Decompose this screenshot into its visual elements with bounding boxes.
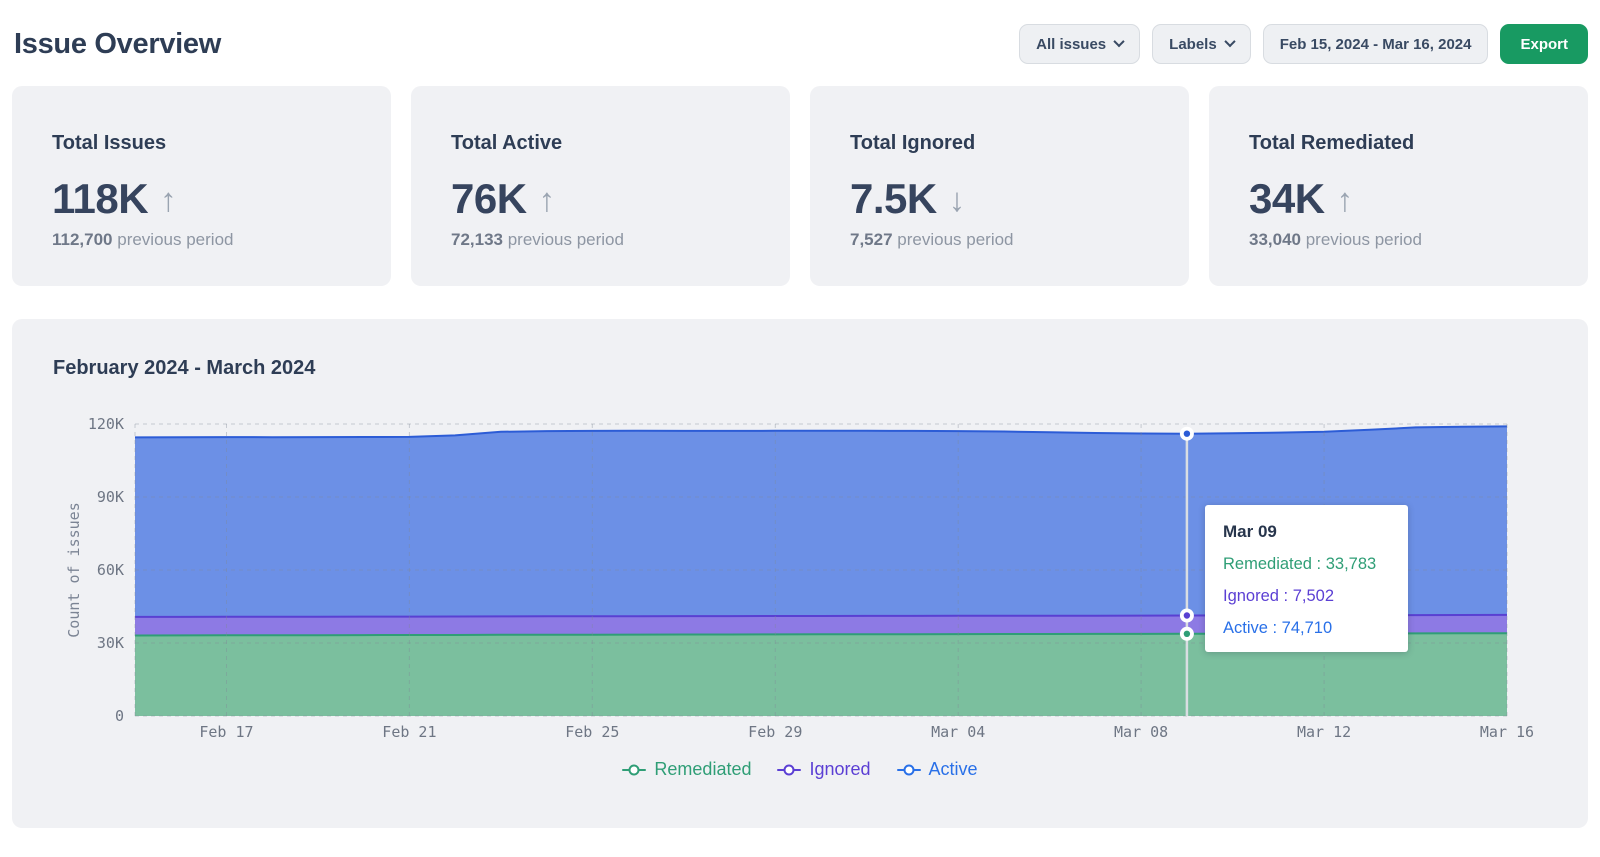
marker-dot-remediated xyxy=(1184,631,1190,637)
stat-value: 34K xyxy=(1249,175,1325,223)
x-tick: Feb 21 xyxy=(382,723,436,741)
trend-up-icon: ↑ xyxy=(160,183,177,216)
stat-value: 118K xyxy=(52,175,148,223)
export-button-label: Export xyxy=(1520,36,1568,53)
x-tick: Mar 16 xyxy=(1480,723,1534,741)
issue-overview-page: Issue Overview All issues Labels Feb 15,… xyxy=(0,0,1600,828)
stat-previous-suffix: previous period xyxy=(503,230,624,249)
chevron-down-icon xyxy=(1113,35,1124,46)
date-range-picker[interactable]: Feb 15, 2024 - Mar 16, 2024 xyxy=(1263,24,1489,64)
trend-up-icon: ↑ xyxy=(539,183,556,216)
tooltip-row-ignored: Ignored : 7,502 xyxy=(1223,587,1390,606)
page-title: Issue Overview xyxy=(12,28,221,61)
legend-item-active[interactable]: Active xyxy=(897,759,978,780)
legend-label: Ignored xyxy=(809,759,870,780)
y-axis-label: Count of issues xyxy=(65,502,83,637)
stat-previous-value: 112,700 xyxy=(52,230,113,249)
stat-card-total-active: Total Active 76K ↑ 72,133 previous perio… xyxy=(411,86,790,286)
chart-tooltip: Mar 09 Remediated : 33,783 Ignored : 7,5… xyxy=(1205,505,1408,652)
all-issues-dropdown[interactable]: All issues xyxy=(1019,24,1140,64)
chart-legend: Remediated Ignored Active xyxy=(12,759,1588,780)
x-tick: Mar 08 xyxy=(1114,723,1168,741)
legend-marker-icon xyxy=(622,769,646,771)
stat-card-total-issues: Total Issues 118K ↑ 112,700 previous per… xyxy=(12,86,391,286)
stat-card-total-ignored: Total Ignored 7.5K ↓ 7,527 previous peri… xyxy=(810,86,1189,286)
export-button[interactable]: Export xyxy=(1500,24,1588,64)
legend-label: Active xyxy=(929,759,978,780)
legend-marker-icon xyxy=(897,769,921,771)
stats-row: Total Issues 118K ↑ 112,700 previous per… xyxy=(12,86,1588,286)
stat-previous: 112,700 previous period xyxy=(52,230,351,250)
stat-title: Total Active xyxy=(451,132,750,155)
stat-previous-suffix: previous period xyxy=(113,230,234,249)
x-axis-ticks: Feb 17 Feb 21 Feb 25 Feb 29 Mar 04 Mar 08 Mar … xyxy=(135,723,1507,747)
legend-marker-icon xyxy=(777,769,801,771)
x-tick: Feb 17 xyxy=(199,723,253,741)
header-controls: All issues Labels Feb 15, 2024 - Mar 16,… xyxy=(1019,24,1588,64)
stat-title: Total Issues xyxy=(52,132,351,155)
x-tick: Mar 12 xyxy=(1297,723,1351,741)
stat-value: 7.5K xyxy=(850,175,937,223)
tooltip-date: Mar 09 xyxy=(1223,522,1390,542)
date-range-label: Feb 15, 2024 - Mar 16, 2024 xyxy=(1280,36,1472,53)
tooltip-row-active: Active : 74,710 xyxy=(1223,619,1390,638)
stat-value-row: 7.5K ↓ xyxy=(850,175,1149,223)
stat-value-row: 76K ↑ xyxy=(451,175,750,223)
issues-chart-card: February 2024 - March 2024 120K 90K 60K … xyxy=(12,319,1588,828)
tooltip-row-remediated: Remediated : 33,783 xyxy=(1223,555,1390,574)
x-tick: Mar 04 xyxy=(931,723,985,741)
marker-dot-ignored xyxy=(1184,612,1190,618)
labels-dropdown[interactable]: Labels xyxy=(1152,24,1251,64)
page-header: Issue Overview All issues Labels Feb 15,… xyxy=(12,0,1588,72)
stat-previous-value: 33,040 xyxy=(1249,230,1301,249)
stat-previous: 72,133 previous period xyxy=(451,230,750,250)
stat-previous-suffix: previous period xyxy=(893,230,1014,249)
stat-value-row: 118K ↑ xyxy=(52,175,351,223)
trend-up-icon: ↑ xyxy=(1337,183,1354,216)
legend-item-remediated[interactable]: Remediated xyxy=(622,759,751,780)
legend-label: Remediated xyxy=(654,759,751,780)
all-issues-dropdown-label: All issues xyxy=(1036,36,1106,53)
stat-previous-suffix: previous period xyxy=(1301,230,1422,249)
stat-title: Total Remediated xyxy=(1249,132,1548,155)
x-tick: Feb 25 xyxy=(565,723,619,741)
stat-previous-value: 7,527 xyxy=(850,230,893,249)
stat-value: 76K xyxy=(451,175,527,223)
marker-dot-active xyxy=(1184,431,1190,437)
stat-previous-value: 72,133 xyxy=(451,230,503,249)
x-tick: Feb 29 xyxy=(748,723,802,741)
stat-previous: 33,040 previous period xyxy=(1249,230,1548,250)
trend-down-icon: ↓ xyxy=(949,183,966,216)
labels-dropdown-label: Labels xyxy=(1169,36,1217,53)
y-tick: 0 xyxy=(12,707,124,725)
stat-value-row: 34K ↑ xyxy=(1249,175,1548,223)
y-tick: 120K xyxy=(12,415,124,433)
stat-card-total-remediated: Total Remediated 34K ↑ 33,040 previous p… xyxy=(1209,86,1588,286)
chevron-down-icon xyxy=(1224,35,1235,46)
stat-previous: 7,527 previous period xyxy=(850,230,1149,250)
legend-item-ignored[interactable]: Ignored xyxy=(777,759,870,780)
stat-title: Total Ignored xyxy=(850,132,1149,155)
